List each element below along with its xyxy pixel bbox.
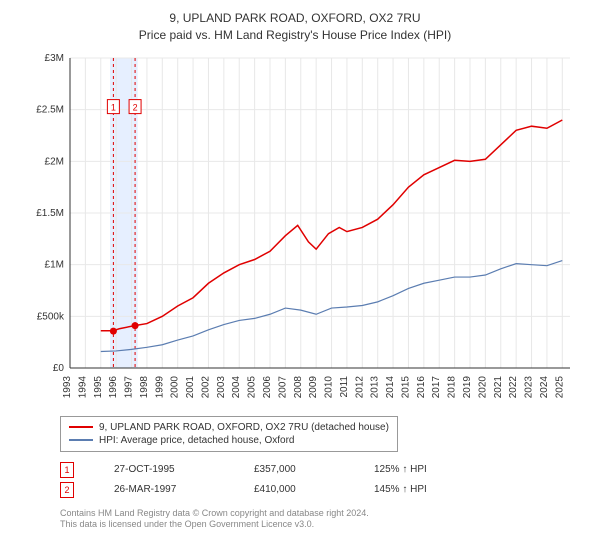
svg-text:2015: 2015 bbox=[400, 375, 411, 398]
svg-text:2013: 2013 bbox=[370, 375, 381, 398]
svg-text:2023: 2023 bbox=[524, 375, 535, 398]
svg-text:1994: 1994 bbox=[77, 375, 88, 398]
svg-text:£1M: £1M bbox=[45, 259, 64, 270]
svg-text:2: 2 bbox=[133, 102, 138, 112]
legend-row: 9, UPLAND PARK ROAD, OXFORD, OX2 7RU (de… bbox=[69, 421, 389, 434]
svg-text:£2M: £2M bbox=[45, 156, 64, 167]
chart-area: £0 £500k £1M £1.5M £2M £2.5M £3M 1993 1994 1995 19… bbox=[25, 48, 580, 408]
svg-text:£2.5M: £2.5M bbox=[36, 104, 64, 115]
svg-text:2017: 2017 bbox=[431, 375, 442, 398]
svg-text:2019: 2019 bbox=[462, 375, 473, 398]
line-chart: £0 £500k £1M £1.5M £2M £2.5M £3M 1993 1994 1995 19… bbox=[25, 48, 580, 408]
sale-row: 1 27-OCT-1995 £357,000 125% ↑ HPI bbox=[60, 460, 580, 480]
title-line-2: Price paid vs. HM Land Registry's House … bbox=[10, 27, 580, 44]
svg-text:1: 1 bbox=[111, 102, 116, 112]
svg-text:1999: 1999 bbox=[154, 375, 165, 398]
svg-text:1998: 1998 bbox=[139, 375, 150, 398]
svg-text:2011: 2011 bbox=[339, 375, 350, 397]
svg-text:2014: 2014 bbox=[385, 375, 396, 398]
svg-text:£1.5M: £1.5M bbox=[36, 208, 64, 219]
legend-box: 9, UPLAND PARK ROAD, OXFORD, OX2 7RU (de… bbox=[60, 416, 398, 452]
legend-swatch bbox=[69, 439, 93, 441]
svg-text:2016: 2016 bbox=[416, 375, 427, 398]
svg-text:2004: 2004 bbox=[231, 375, 242, 398]
sale-hpi: 125% ↑ HPI bbox=[374, 464, 427, 475]
svg-text:2000: 2000 bbox=[170, 375, 181, 398]
svg-text:2012: 2012 bbox=[354, 375, 365, 398]
footnote-line-1: Contains HM Land Registry data © Crown c… bbox=[60, 508, 580, 520]
svg-text:2009: 2009 bbox=[308, 375, 319, 398]
legend-row: HPI: Average price, detached house, Oxfo… bbox=[69, 434, 389, 447]
svg-text:1993: 1993 bbox=[62, 375, 73, 398]
legend-label: HPI: Average price, detached house, Oxfo… bbox=[99, 435, 295, 446]
svg-text:2006: 2006 bbox=[262, 375, 273, 398]
sales-table: 1 27-OCT-1995 £357,000 125% ↑ HPI 2 26-MAR-19… bbox=[60, 460, 580, 500]
sale-marker-badge: 1 bbox=[60, 462, 74, 478]
svg-text:2007: 2007 bbox=[277, 375, 288, 398]
svg-text:£500k: £500k bbox=[37, 311, 65, 322]
footnote: Contains HM Land Registry data © Crown c… bbox=[60, 508, 580, 531]
svg-text:2002: 2002 bbox=[200, 375, 211, 398]
svg-text:2021: 2021 bbox=[493, 375, 504, 398]
svg-text:2003: 2003 bbox=[216, 375, 227, 398]
svg-text:1995: 1995 bbox=[93, 375, 104, 398]
chart-title: 9, UPLAND PARK ROAD, OXFORD, OX2 7RU Pri… bbox=[10, 10, 580, 44]
sale-date: 26-MAR-1997 bbox=[114, 484, 214, 495]
svg-text:£3M: £3M bbox=[45, 53, 64, 64]
svg-text:2010: 2010 bbox=[324, 375, 335, 398]
sale-hpi: 145% ↑ HPI bbox=[374, 484, 427, 495]
svg-text:1996: 1996 bbox=[108, 375, 119, 398]
sale-row: 2 26-MAR-1997 £410,000 145% ↑ HPI bbox=[60, 480, 580, 500]
svg-text:2022: 2022 bbox=[508, 375, 519, 398]
svg-text:2018: 2018 bbox=[447, 375, 458, 398]
svg-text:2024: 2024 bbox=[539, 375, 550, 398]
svg-text:2020: 2020 bbox=[477, 375, 488, 398]
legend-swatch bbox=[69, 426, 93, 428]
svg-text:£0: £0 bbox=[53, 363, 65, 374]
svg-text:2001: 2001 bbox=[185, 375, 196, 398]
sale-price: £357,000 bbox=[254, 464, 334, 475]
title-line-1: 9, UPLAND PARK ROAD, OXFORD, OX2 7RU bbox=[10, 10, 580, 27]
svg-text:1997: 1997 bbox=[124, 375, 135, 398]
footnote-line-2: This data is licensed under the Open Gov… bbox=[60, 519, 580, 531]
svg-text:2008: 2008 bbox=[293, 375, 304, 398]
legend-label: 9, UPLAND PARK ROAD, OXFORD, OX2 7RU (de… bbox=[99, 422, 389, 433]
sale-price: £410,000 bbox=[254, 484, 334, 495]
svg-text:2005: 2005 bbox=[247, 375, 258, 398]
svg-text:2025: 2025 bbox=[554, 375, 565, 398]
chart-container: 9, UPLAND PARK ROAD, OXFORD, OX2 7RU Pri… bbox=[0, 0, 600, 560]
sale-marker-badge: 2 bbox=[60, 482, 74, 498]
sale-date: 27-OCT-1995 bbox=[114, 464, 214, 475]
